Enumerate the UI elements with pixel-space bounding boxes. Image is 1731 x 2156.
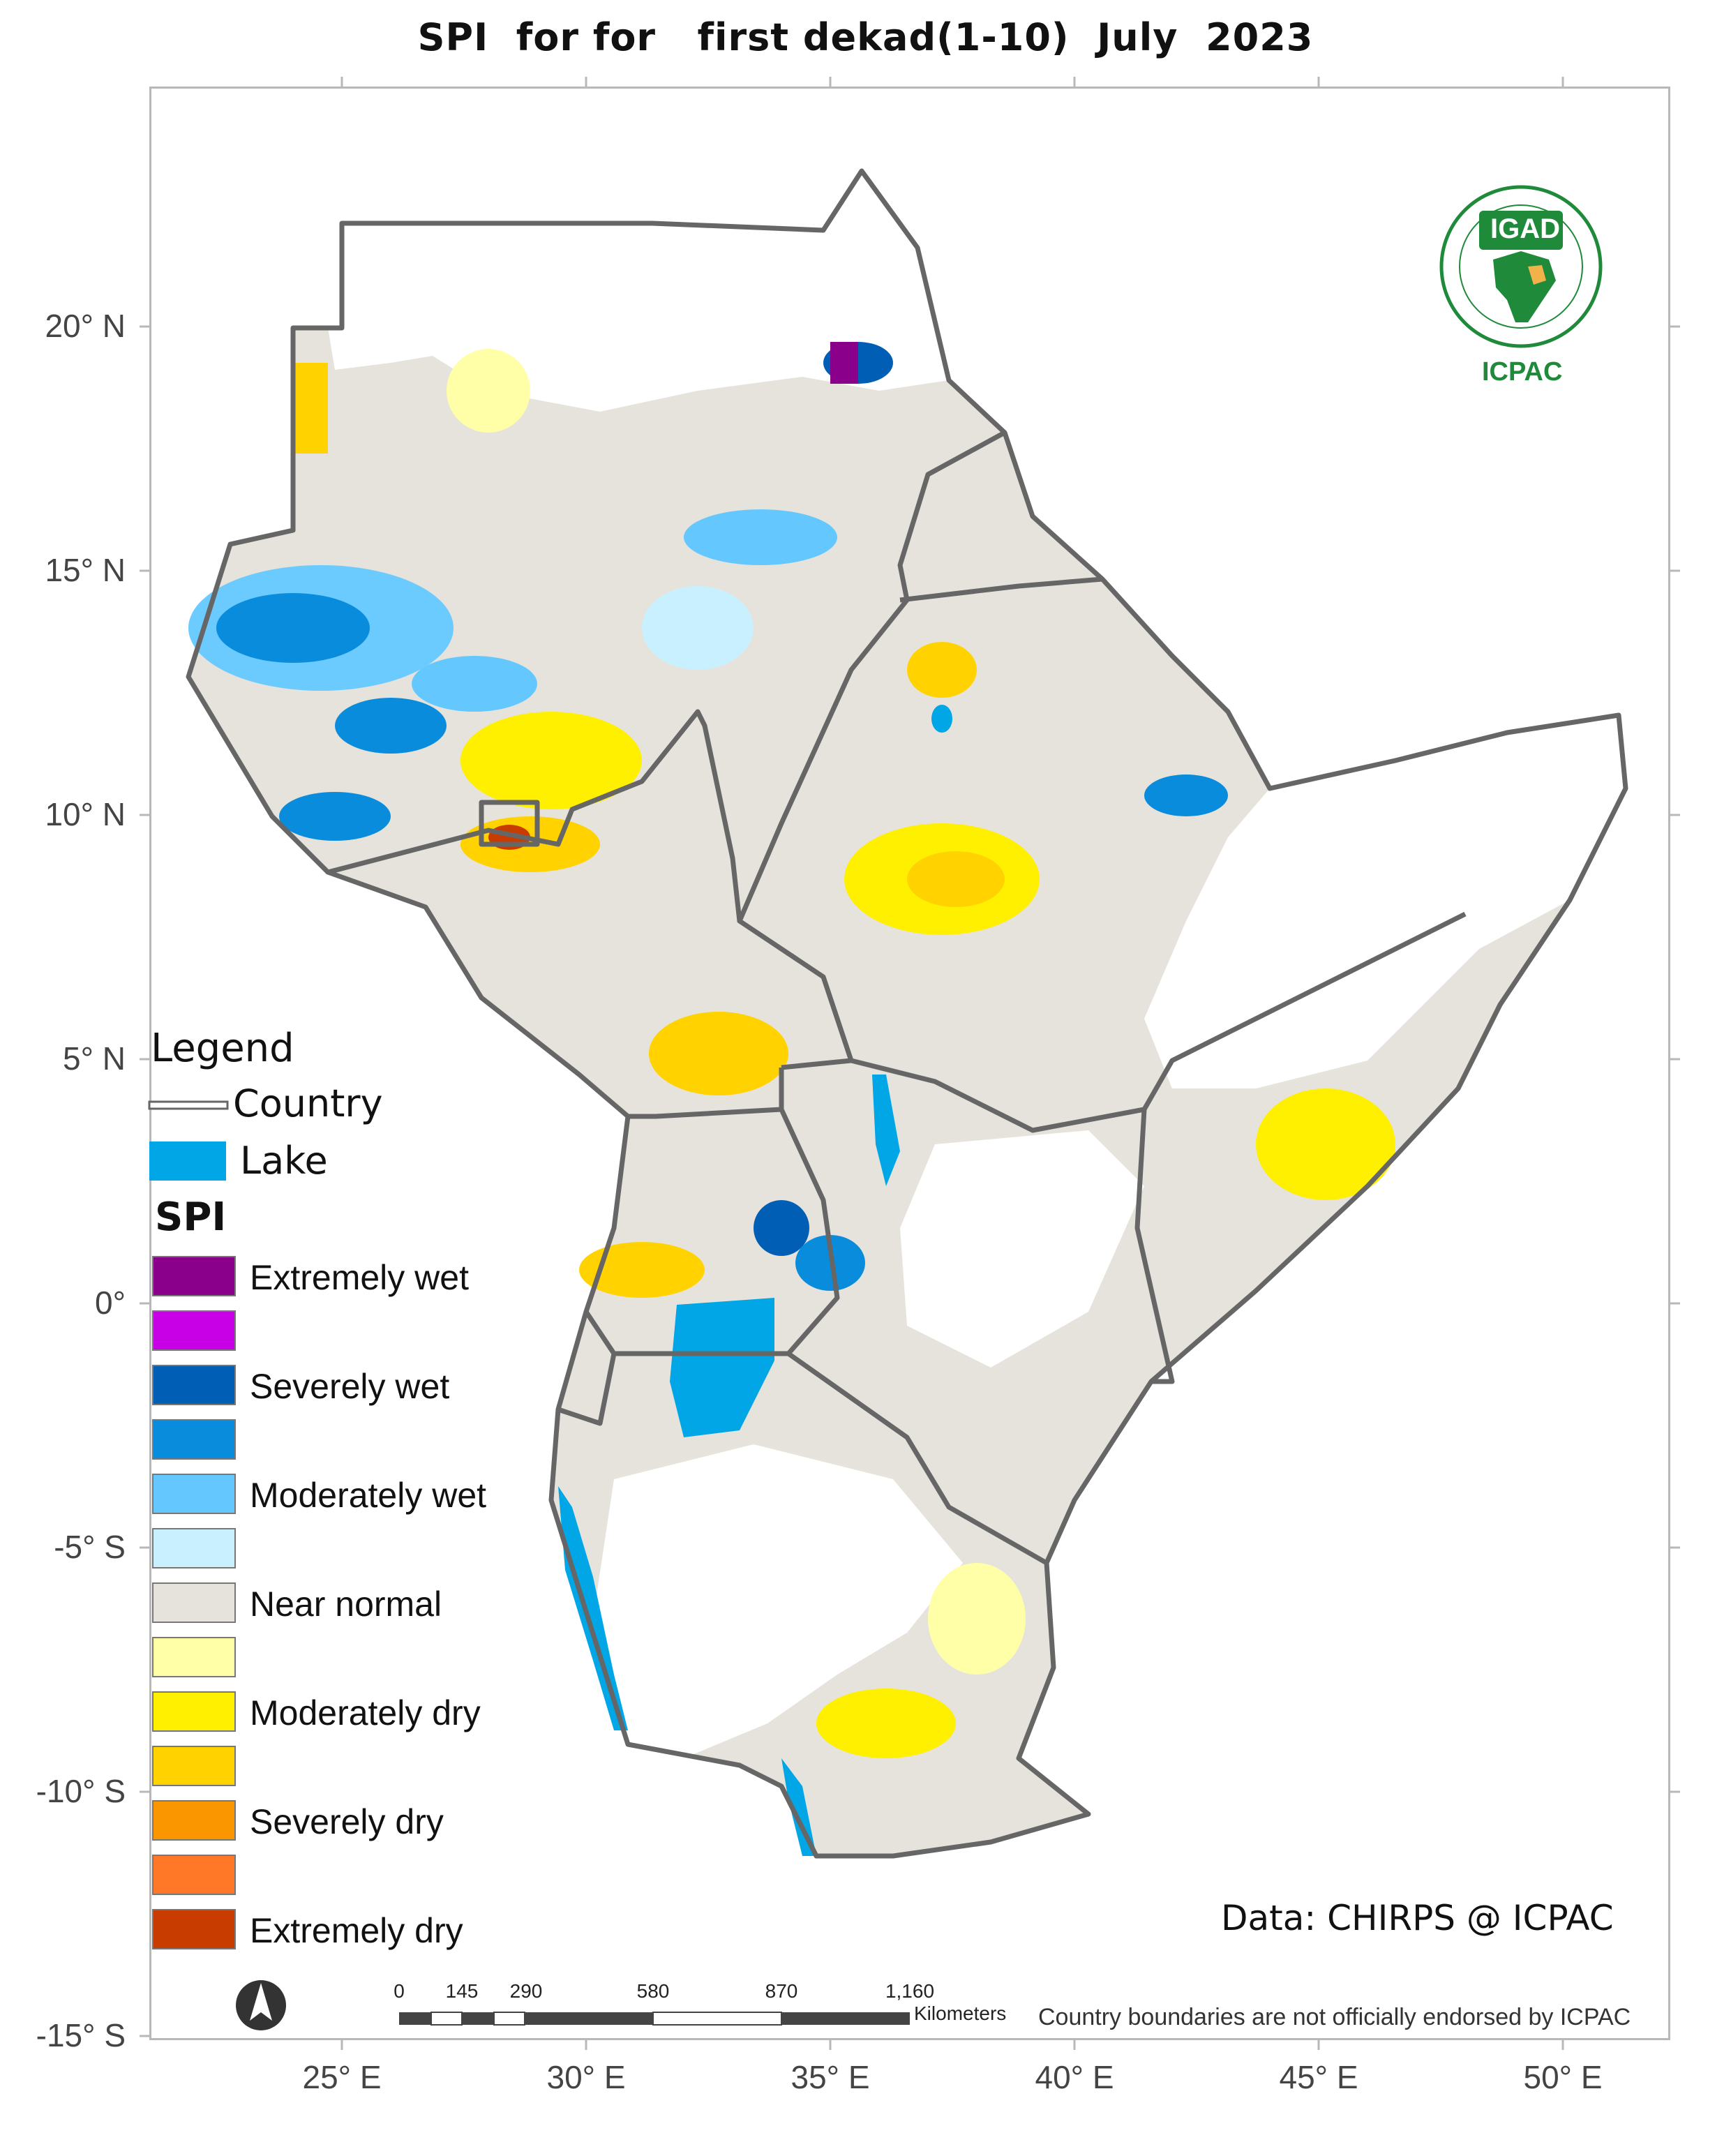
spi-legend-swatch xyxy=(152,1310,236,1351)
igad-icpac-logo xyxy=(1439,185,1603,348)
spi-legend-swatch xyxy=(152,1855,236,1895)
spi-legend-label: Extremely dry xyxy=(250,1911,463,1950)
spi-wet-patches xyxy=(188,342,1228,1291)
spi-legend-swatch xyxy=(152,1365,236,1405)
scale-unit-label: Kilometers xyxy=(914,2002,1007,2024)
lat-label: 0° xyxy=(95,1285,126,1321)
spi-legend-label: Extremely wet xyxy=(250,1258,469,1297)
north-arrow-icon xyxy=(236,1980,286,2030)
scale-tick-label: 580 xyxy=(636,1980,670,2002)
map-title: SPI for for first dekad(1-10) July 2023 xyxy=(417,15,1314,59)
spi-legend-swatch xyxy=(152,1637,236,1677)
scale-tick-label: 0 xyxy=(394,1980,405,2002)
lat-label: -5° S xyxy=(54,1529,126,1565)
lat-label: 5° N xyxy=(63,1040,126,1077)
legend-lake-label: Lake xyxy=(240,1139,328,1183)
spi-legend-swatch xyxy=(152,1419,236,1460)
logo-text-igad: IGAD xyxy=(1490,214,1560,244)
lon-label: 45° E xyxy=(1279,2059,1358,2095)
legend-country-label: Country xyxy=(233,1081,383,1125)
lat-label: -15° S xyxy=(36,2017,126,2053)
spi-legend-swatch xyxy=(152,1474,236,1514)
lat-label: 20° N xyxy=(45,308,126,344)
no-data-kenya xyxy=(900,1130,1144,1368)
lat-label: 15° N xyxy=(45,552,126,588)
lon-label: 30° E xyxy=(546,2059,626,2095)
country-boundaries xyxy=(186,168,1628,1859)
spi-legend-label: Moderately wet xyxy=(250,1476,487,1515)
lon-label: 50° E xyxy=(1523,2059,1603,2095)
scale-tick-label: 290 xyxy=(509,1980,543,2002)
lake-legend-symbol xyxy=(149,1141,226,1181)
spi-legend-swatch xyxy=(152,1582,236,1623)
no-data-tanzania xyxy=(593,1444,963,1758)
spi-legend-label: Near normal xyxy=(250,1585,442,1624)
region-outline-fill xyxy=(188,171,1626,1856)
spi-legend-label: Moderately dry xyxy=(250,1693,481,1732)
spi-legend-label: Severely dry xyxy=(250,1802,444,1841)
spi-legend-swatch xyxy=(152,1528,236,1569)
spi-legend-swatch xyxy=(152,1909,236,1949)
lon-label: 35° E xyxy=(790,2059,870,2095)
spi-dry-patches xyxy=(293,349,1395,1758)
lon-label: 40° E xyxy=(1035,2059,1114,2095)
legend-heading: Legend xyxy=(151,1026,294,1071)
scale-bar xyxy=(399,2012,910,2026)
lat-label: -10° S xyxy=(36,1773,126,1809)
scale-tick-label: 1,160 xyxy=(885,1980,935,2002)
lon-label: 25° E xyxy=(302,2059,382,2095)
spi-legend-swatch xyxy=(152,1800,236,1841)
country-legend-symbol xyxy=(148,1100,229,1110)
spi-legend-swatch xyxy=(152,1256,236,1296)
spi-legend-swatch xyxy=(152,1746,236,1786)
scale-tick-label: 145 xyxy=(445,1980,479,2002)
spi-legend-label: Severely wet xyxy=(250,1367,450,1406)
boundary-disclaimer: Country boundaries are not officially en… xyxy=(1038,2004,1631,2030)
scale-tick-label: 870 xyxy=(765,1980,798,2002)
spi-legend-swatch xyxy=(152,1691,236,1732)
lat-label: 10° N xyxy=(45,796,126,832)
data-credit: Data: CHIRPS @ ICPAC xyxy=(1221,1898,1614,1938)
lakes xyxy=(558,705,952,1856)
logo-text-icpac: ICPAC xyxy=(1482,357,1563,387)
no-data-somalia xyxy=(1144,715,1626,1088)
spi-heading: SPI xyxy=(155,1195,227,1240)
